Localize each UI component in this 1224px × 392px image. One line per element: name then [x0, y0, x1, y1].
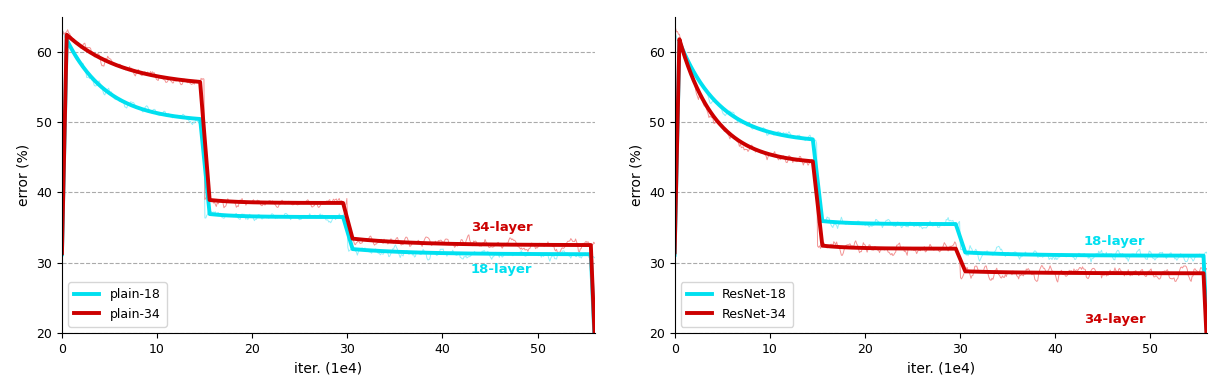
ResNet-34: [1013, 270, 1028, 275]
plain-18: [520, 252, 535, 256]
ResNet-18: [1120, 253, 1135, 258]
Line: plain-18: plain-18: [62, 40, 595, 342]
Line: plain-34: plain-34: [62, 35, 595, 336]
ResNet-18: [1013, 252, 1028, 257]
Text: 34-layer: 34-layer: [1083, 312, 1146, 325]
plain-34: [507, 242, 521, 247]
ResNet-34: [667, 250, 682, 255]
plain-34: [400, 240, 415, 245]
plain-34: [99, 59, 114, 64]
ResNet-34: [1043, 270, 1058, 275]
Legend: ResNet-18, ResNet-34: ResNet-18, ResNet-34: [681, 282, 793, 327]
ResNet-18: [667, 252, 682, 257]
plain-34: [430, 241, 444, 246]
ResNet-34: [712, 121, 727, 126]
plain-18: [99, 89, 114, 94]
plain-34: [520, 242, 535, 247]
X-axis label: iter. (1e4): iter. (1e4): [294, 361, 362, 375]
Line: ResNet-34: ResNet-34: [674, 39, 1207, 354]
plain-34: [588, 334, 602, 339]
ResNet-18: [672, 39, 687, 44]
X-axis label: iter. (1e4): iter. (1e4): [907, 361, 976, 375]
ResNet-34: [672, 37, 687, 42]
ResNet-34: [1200, 351, 1214, 356]
Line: ResNet-18: ResNet-18: [674, 42, 1207, 343]
ResNet-18: [671, 82, 685, 86]
ResNet-34: [1120, 271, 1135, 276]
Legend: plain-18, plain-34: plain-18, plain-34: [69, 282, 166, 327]
Y-axis label: error (%): error (%): [629, 144, 644, 206]
Text: 18-layer: 18-layer: [471, 263, 532, 276]
ResNet-18: [1043, 252, 1058, 257]
plain-18: [59, 80, 73, 85]
plain-18: [588, 339, 602, 344]
plain-18: [400, 250, 415, 254]
plain-34: [60, 33, 75, 37]
plain-18: [55, 252, 70, 257]
plain-34: [59, 76, 73, 81]
plain-18: [430, 250, 444, 255]
ResNet-18: [1133, 253, 1148, 258]
plain-18: [60, 37, 75, 42]
Text: 18-layer: 18-layer: [1083, 235, 1146, 248]
plain-18: [507, 252, 521, 256]
plain-34: [55, 251, 70, 256]
Y-axis label: error (%): error (%): [17, 144, 31, 206]
ResNet-34: [671, 79, 685, 83]
ResNet-34: [1133, 271, 1148, 276]
Text: 34-layer: 34-layer: [471, 221, 532, 234]
ResNet-18: [1200, 341, 1214, 345]
ResNet-18: [712, 103, 727, 107]
